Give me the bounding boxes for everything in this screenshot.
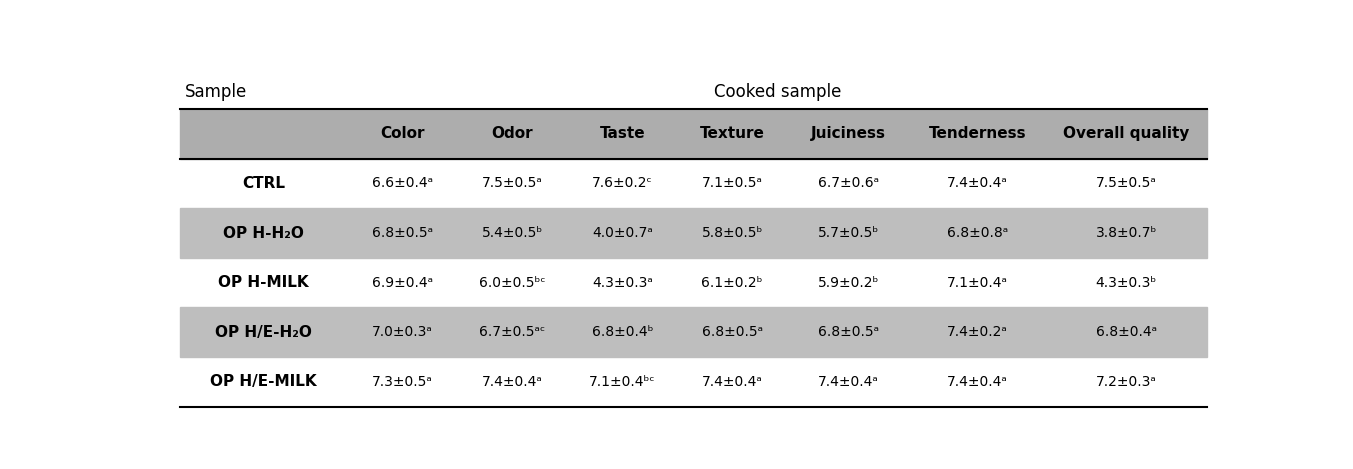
Bar (180, 109, 1207, 159)
Text: 6.8±0.4ᵃ: 6.8±0.4ᵃ (1096, 325, 1157, 339)
Text: 7.4±0.2ᵃ: 7.4±0.2ᵃ (947, 325, 1008, 339)
Text: Juiciness: Juiciness (810, 126, 886, 141)
Text: 3.8±0.7ᵇ: 3.8±0.7ᵇ (1096, 226, 1157, 240)
Text: OP H/E-MILK: OP H/E-MILK (210, 374, 317, 389)
Text: Cooked sample: Cooked sample (714, 83, 842, 101)
Text: 7.6±0.2ᶜ: 7.6±0.2ᶜ (593, 176, 652, 190)
Text: 5.7±0.5ᵇ: 5.7±0.5ᵇ (819, 226, 879, 240)
Text: 6.9±0.4ᵃ: 6.9±0.4ᵃ (372, 276, 433, 289)
Text: 4.3±0.3ᵇ: 4.3±0.3ᵇ (1096, 276, 1157, 289)
Bar (180, 208, 1207, 258)
Text: OP H-H₂O: OP H-H₂O (223, 226, 304, 241)
Text: 5.4±0.5ᵇ: 5.4±0.5ᵇ (482, 226, 543, 240)
Text: 5.9±0.2ᵇ: 5.9±0.2ᵇ (817, 276, 879, 289)
Text: 7.4±0.4ᵃ: 7.4±0.4ᵃ (819, 375, 879, 389)
Text: Taste: Taste (599, 126, 645, 141)
Text: OP H-MILK: OP H-MILK (218, 275, 308, 290)
Text: 6.8±0.4ᵇ: 6.8±0.4ᵇ (591, 325, 653, 339)
Text: OP H/E-H₂O: OP H/E-H₂O (215, 325, 313, 340)
Text: 6.8±0.5ᵃ: 6.8±0.5ᵃ (819, 325, 879, 339)
Text: Color: Color (380, 126, 425, 141)
Text: 6.0±0.5ᵇᶜ: 6.0±0.5ᵇᶜ (479, 276, 545, 289)
Text: 7.2±0.3ᵃ: 7.2±0.3ᵃ (1096, 375, 1157, 389)
Text: 6.8±0.5ᵃ: 6.8±0.5ᵃ (702, 325, 763, 339)
Text: 6.8±0.8ᵃ: 6.8±0.8ᵃ (947, 226, 1008, 240)
Text: 7.4±0.4ᵃ: 7.4±0.4ᵃ (947, 176, 1008, 190)
Text: 6.7±0.6ᵃ: 6.7±0.6ᵃ (819, 176, 879, 190)
Text: 7.5±0.5ᵃ: 7.5±0.5ᵃ (1096, 176, 1157, 190)
Text: 7.5±0.5ᵃ: 7.5±0.5ᵃ (482, 176, 543, 190)
Text: CTRL: CTRL (242, 176, 285, 191)
Text: 7.1±0.4ᵇᶜ: 7.1±0.4ᵇᶜ (589, 375, 656, 389)
Text: Overall quality: Overall quality (1063, 126, 1189, 141)
Bar (180, 307, 1207, 357)
Text: 7.4±0.4ᵃ: 7.4±0.4ᵃ (702, 375, 763, 389)
Text: 7.0±0.3ᵃ: 7.0±0.3ᵃ (372, 325, 433, 339)
Text: 5.8±0.5ᵇ: 5.8±0.5ᵇ (701, 226, 763, 240)
Text: 4.0±0.7ᵃ: 4.0±0.7ᵃ (591, 226, 652, 240)
Text: 6.1±0.2ᵇ: 6.1±0.2ᵇ (701, 276, 763, 289)
Text: 7.1±0.5ᵃ: 7.1±0.5ᵃ (702, 176, 763, 190)
Text: 4.3±0.3ᵃ: 4.3±0.3ᵃ (591, 276, 652, 289)
Text: 6.8±0.5ᵃ: 6.8±0.5ᵃ (372, 226, 433, 240)
Text: Texture: Texture (700, 126, 764, 141)
Text: 6.7±0.5ᵃᶜ: 6.7±0.5ᵃᶜ (479, 325, 545, 339)
Text: Sample: Sample (185, 83, 248, 101)
Text: 7.1±0.4ᵃ: 7.1±0.4ᵃ (947, 276, 1008, 289)
Text: 6.6±0.4ᵃ: 6.6±0.4ᵃ (372, 176, 433, 190)
Text: Tenderness: Tenderness (930, 126, 1027, 141)
Text: 7.3±0.5ᵃ: 7.3±0.5ᵃ (372, 375, 433, 389)
Text: Odor: Odor (491, 126, 533, 141)
Text: 7.4±0.4ᵃ: 7.4±0.4ᵃ (947, 375, 1008, 389)
Text: 7.4±0.4ᵃ: 7.4±0.4ᵃ (482, 375, 543, 389)
